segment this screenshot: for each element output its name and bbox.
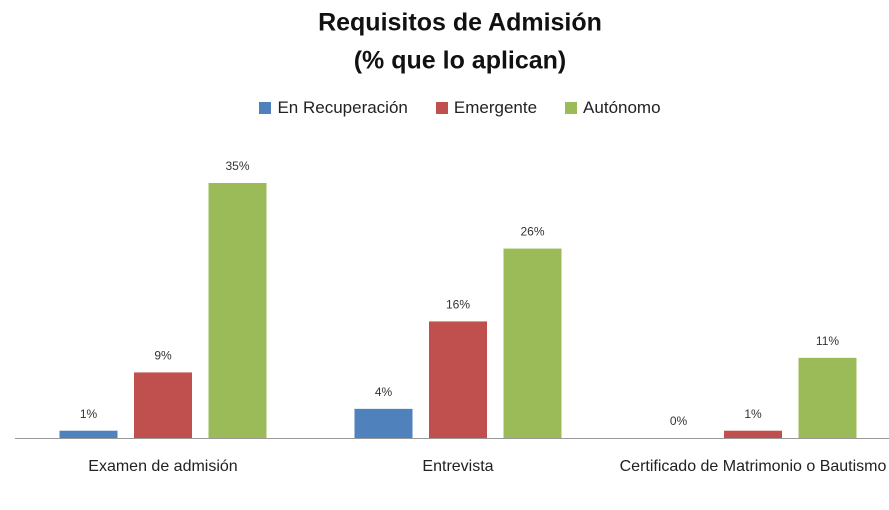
bar	[724, 430, 782, 438]
bar	[134, 372, 192, 438]
legend-label: Autónomo	[583, 98, 661, 117]
bar	[798, 357, 857, 438]
bar	[59, 430, 118, 438]
bar	[208, 183, 267, 438]
legend-label: Emergente	[453, 98, 538, 117]
legend-swatch	[435, 102, 448, 114]
legend-item: Emergente	[435, 98, 538, 118]
data-label: 9%	[154, 349, 172, 363]
x-tick-label: Entrevista	[422, 458, 494, 475]
data-label: 1%	[744, 407, 762, 421]
bar	[429, 321, 487, 438]
chart-title: Requisitos de Admisión	[318, 9, 602, 37]
data-label: 1%	[80, 407, 98, 421]
x-tick-label: Examen de admisión	[88, 458, 238, 475]
x-tick-label: Certificado de Matrimonio o Bautismo	[619, 458, 887, 475]
legend: En Recuperación Emergente Autónomo	[0, 98, 889, 118]
legend-item: Autónomo	[565, 98, 661, 118]
data-label: 0%	[670, 414, 688, 428]
data-label: 4%	[375, 385, 393, 399]
legend-label: En Recuperación	[277, 98, 408, 117]
bar	[503, 248, 562, 438]
data-label: 16%	[446, 298, 470, 312]
chart-subtitle: (% que lo aplican)	[354, 47, 567, 75]
legend-swatch	[565, 102, 578, 114]
legend-item: En Recuperación	[259, 98, 408, 118]
data-label: 35%	[225, 159, 249, 173]
data-label: 26%	[520, 225, 544, 239]
legend-swatch	[259, 102, 272, 114]
data-label: 11%	[816, 334, 839, 348]
bar	[354, 408, 413, 438]
